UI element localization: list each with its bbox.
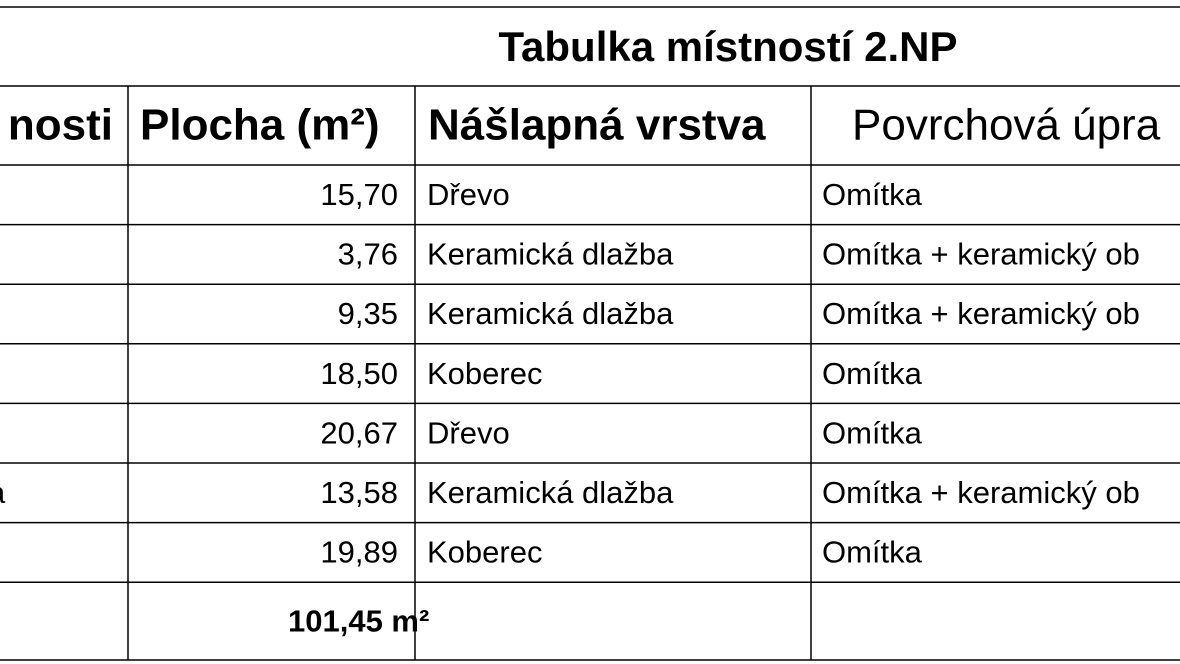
surface-cell: Omítka [822, 177, 923, 212]
surface-cell: Omítka + keramický ob [822, 296, 1140, 331]
header-cell: nosti [8, 101, 113, 150]
floor-cell: Keramická dlažba [427, 237, 674, 272]
area-cell: 13,58 [320, 475, 398, 510]
floor-cell: Dřevo [427, 415, 510, 450]
area-cell: 3,76 [338, 237, 398, 272]
surface-cell: Omítka + keramický ob [822, 237, 1140, 272]
header-cell: Nášlapná vrstva [428, 101, 766, 150]
floor-cell: Keramická dlažba [427, 296, 674, 331]
floor-cell: Dřevo [427, 177, 510, 212]
floor-cell: Koberec [427, 356, 542, 391]
surface-cell: Omítka + keramický ob [822, 475, 1140, 510]
header-cell: Povrchová úpra [852, 101, 1161, 150]
area-cell: 19,89 [320, 535, 398, 570]
header-cell: Plocha (m²) [140, 101, 380, 150]
name-cell: a [0, 475, 6, 510]
surface-cell: Omítka [822, 356, 923, 391]
area-cell: 18,50 [320, 356, 398, 391]
table-title: Tabulka místností 2.NP [499, 23, 958, 70]
area-cell: 20,67 [320, 415, 398, 450]
floor-cell: Keramická dlažba [427, 475, 674, 510]
floor-cell: Koberec [427, 535, 542, 570]
area-cell: 9,35 [338, 296, 398, 331]
area-cell: 15,70 [320, 177, 398, 212]
table-borders [0, 6, 1180, 661]
total-cell: 101,45 m² [288, 603, 429, 638]
surface-cell: Omítka [822, 535, 923, 570]
surface-cell: Omítka [822, 415, 923, 450]
